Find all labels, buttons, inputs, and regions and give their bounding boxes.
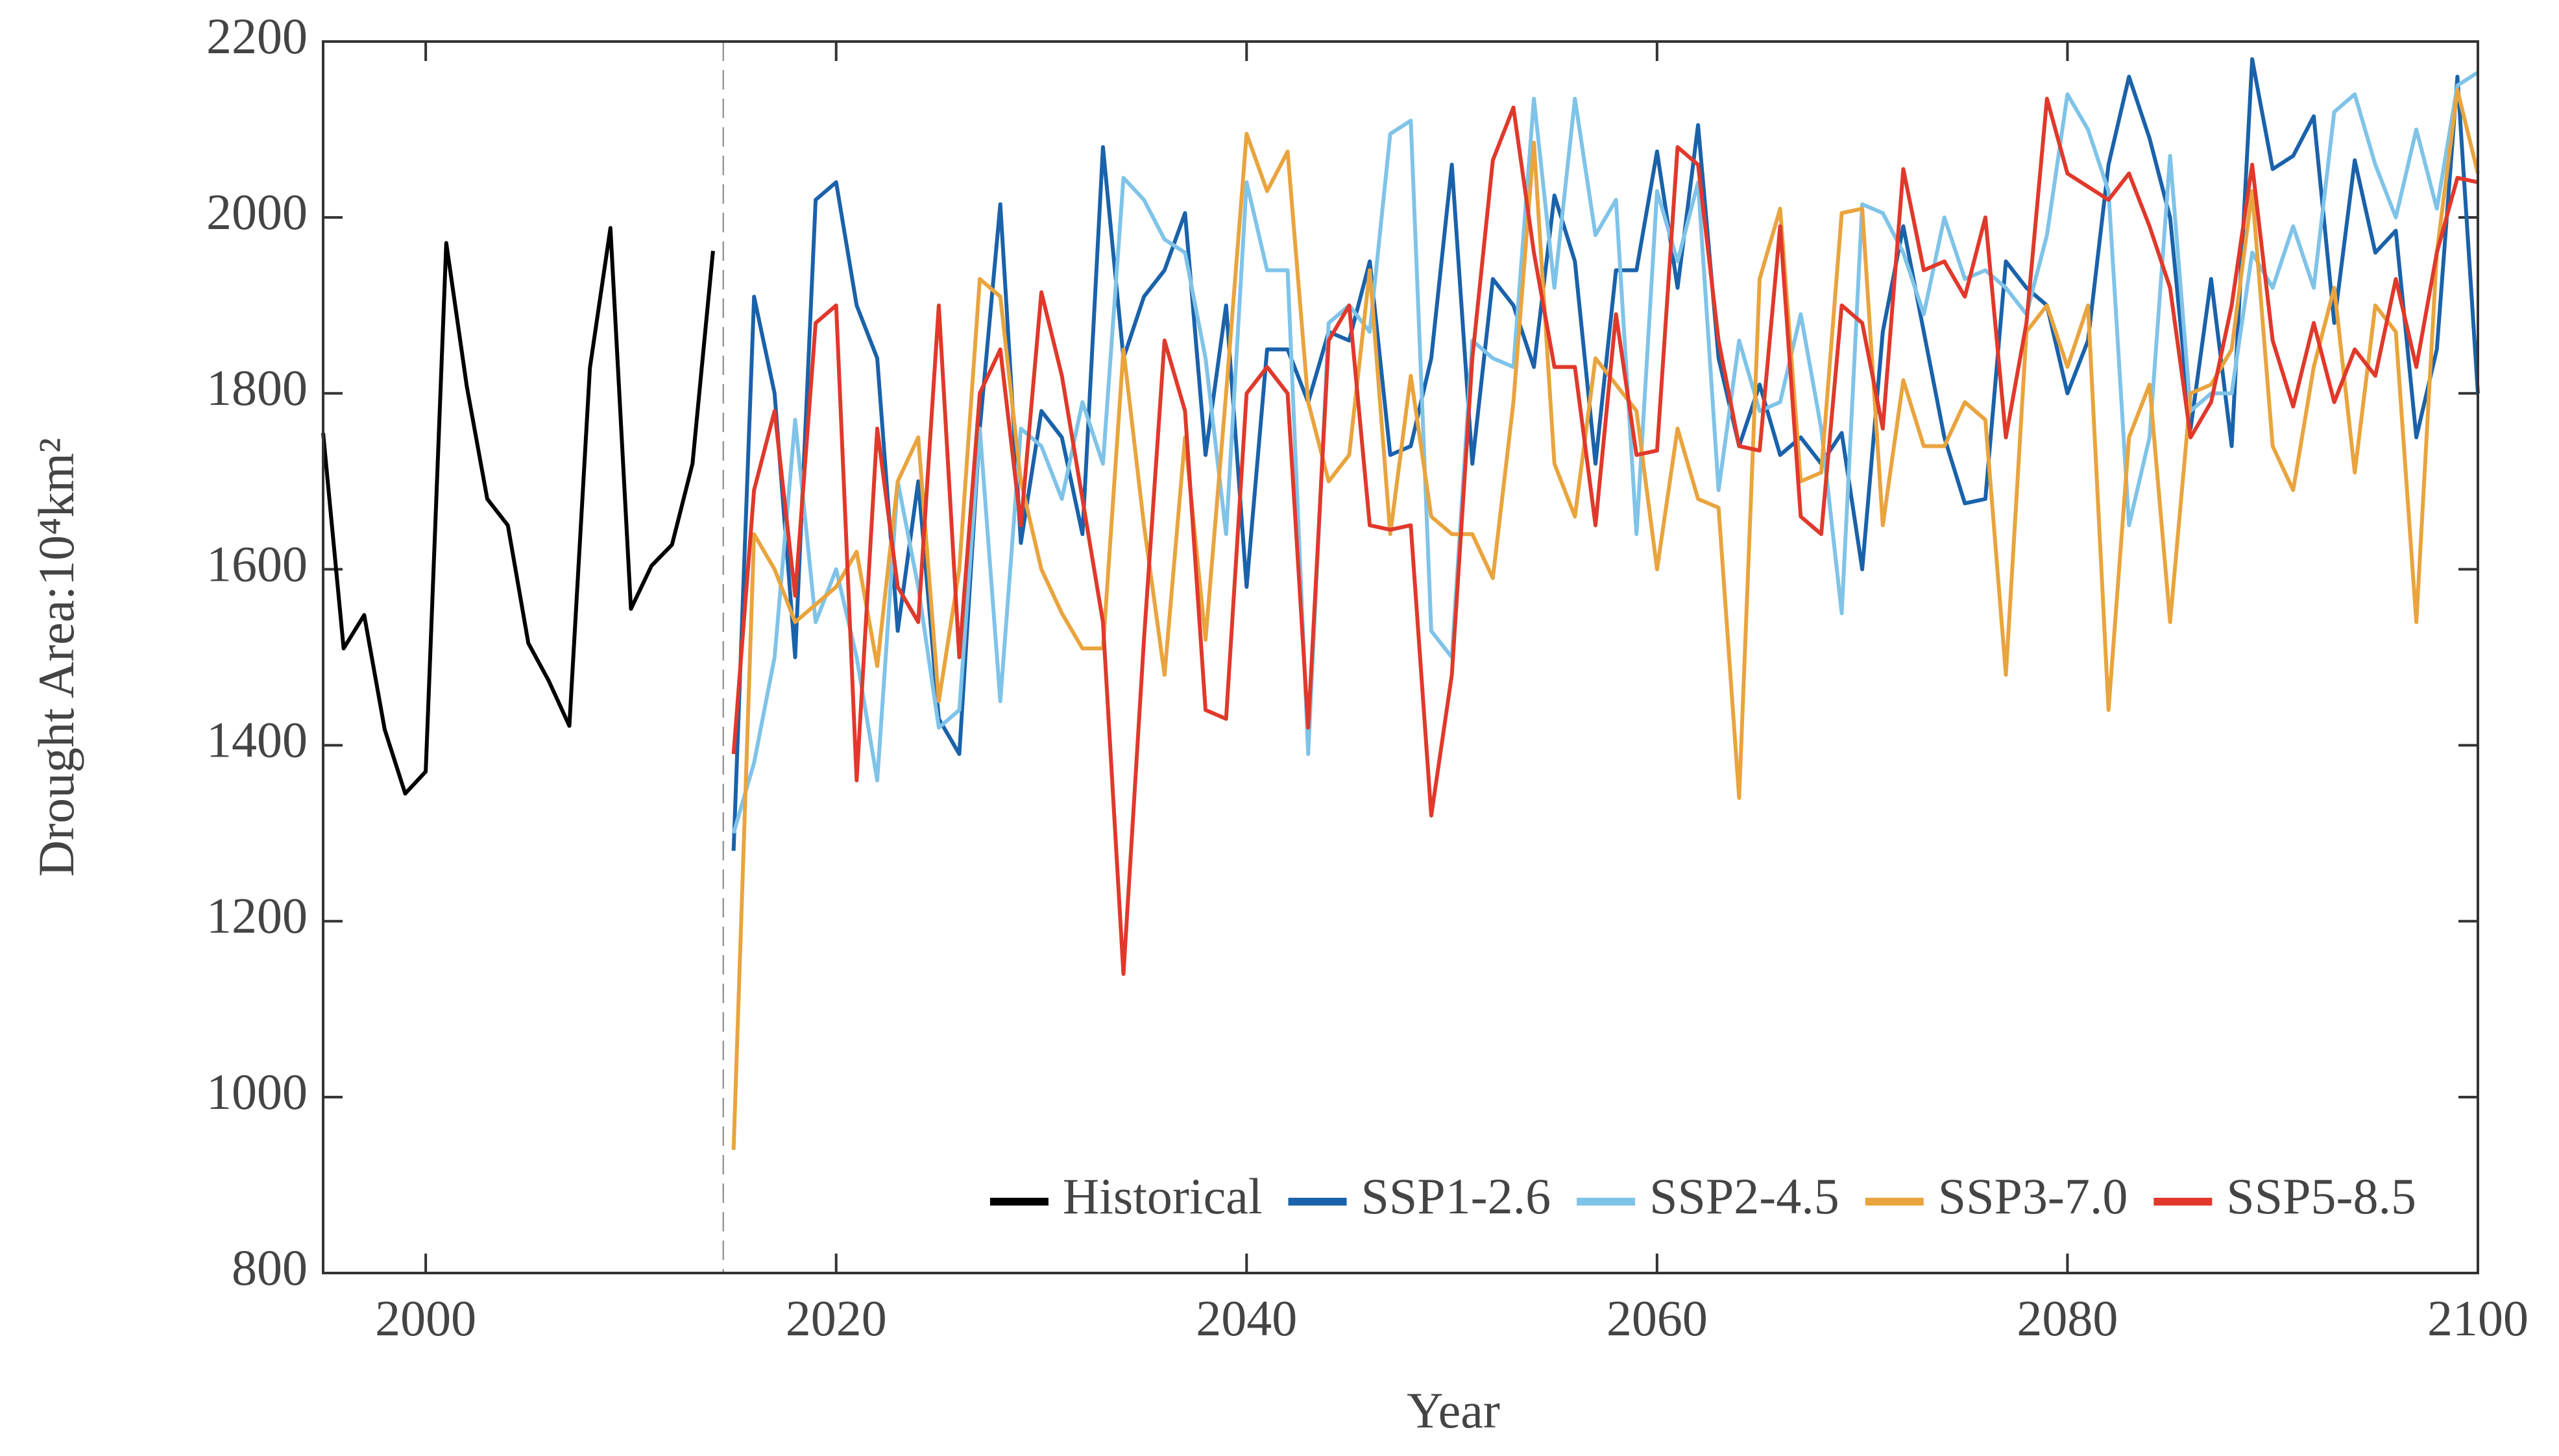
legend: Historical SSP1-2.6 SSP2-4.5 SSP3-7.0 SSP5-8… (989, 1168, 2416, 1224)
x-tick-label: 2020 (786, 1290, 887, 1346)
y-tick-label: 1800 (206, 359, 308, 416)
y-axis-label: Drought Area:10⁴km² (28, 438, 84, 877)
x-tick-label: 2040 (1196, 1290, 1297, 1346)
x-tick-label: 2060 (1607, 1290, 1708, 1346)
series-line (731, 57, 2480, 851)
legend-label: SSP3-7.0 (1938, 1168, 2128, 1224)
series-line (731, 97, 2479, 977)
x-tick-label: 2100 (2427, 1290, 2529, 1346)
series-line (731, 70, 2479, 834)
legend-label: Historical (1063, 1168, 1263, 1224)
legend-label: SSP5-8.5 (2226, 1168, 2416, 1224)
y-tick-label: 2000 (206, 184, 308, 240)
x-axis-label: Year (1407, 1382, 1500, 1438)
legend-label: SSP1-2.6 (1361, 1168, 1551, 1224)
plot-frame (322, 40, 2479, 1274)
x-tick-label: 2080 (2017, 1290, 2118, 1346)
series-line (321, 226, 715, 796)
x-tick-label: 2000 (375, 1290, 476, 1346)
y-tick-label: 1600 (206, 535, 308, 592)
y-tick-label: 1400 (206, 711, 308, 768)
y-tick-label: 1000 (206, 1063, 308, 1120)
y-tick-label: 800 (232, 1239, 308, 1296)
y-tick-label: 1200 (206, 888, 308, 944)
y-tick-label: 2200 (206, 8, 308, 64)
legend-label: SSP2-4.5 (1649, 1168, 1839, 1224)
